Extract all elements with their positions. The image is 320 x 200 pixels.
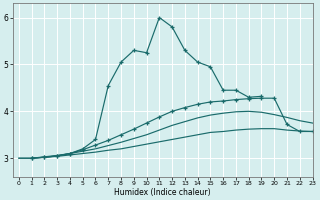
X-axis label: Humidex (Indice chaleur): Humidex (Indice chaleur) [114, 188, 211, 197]
